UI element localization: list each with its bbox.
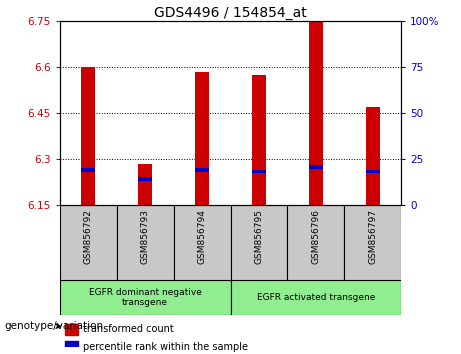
Bar (138, 177, 152, 181)
Bar (65, 324, 78, 335)
Bar (366, 107, 380, 205)
Bar (309, 165, 323, 169)
Text: EGFR dominant negative
transgene: EGFR dominant negative transgene (89, 288, 201, 307)
Bar (60, 205, 117, 280)
Text: GSM856797: GSM856797 (368, 209, 377, 264)
Text: percentile rank within the sample: percentile rank within the sample (83, 342, 248, 352)
Text: genotype/variation: genotype/variation (5, 321, 104, 331)
Text: transformed count: transformed count (83, 324, 174, 335)
Bar (81, 168, 95, 172)
Bar (138, 164, 152, 205)
Text: GSM856793: GSM856793 (141, 209, 150, 264)
Text: GSM856795: GSM856795 (254, 209, 263, 264)
Bar (195, 72, 209, 205)
Bar (65, 341, 78, 353)
Bar (309, 21, 323, 205)
Bar (195, 168, 209, 172)
Bar (174, 205, 230, 280)
Bar (366, 170, 380, 173)
Bar (252, 170, 266, 173)
Text: GSM856796: GSM856796 (311, 209, 320, 264)
Bar (230, 205, 287, 280)
Bar (344, 205, 401, 280)
Text: GSM856794: GSM856794 (198, 209, 207, 264)
Bar (287, 205, 344, 280)
Text: GSM856792: GSM856792 (84, 209, 93, 264)
Bar (117, 205, 174, 280)
Bar (81, 67, 95, 205)
Text: EGFR activated transgene: EGFR activated transgene (257, 293, 375, 302)
Bar (60, 280, 230, 315)
Bar (230, 280, 401, 315)
Title: GDS4496 / 154854_at: GDS4496 / 154854_at (154, 6, 307, 20)
Bar (252, 75, 266, 205)
